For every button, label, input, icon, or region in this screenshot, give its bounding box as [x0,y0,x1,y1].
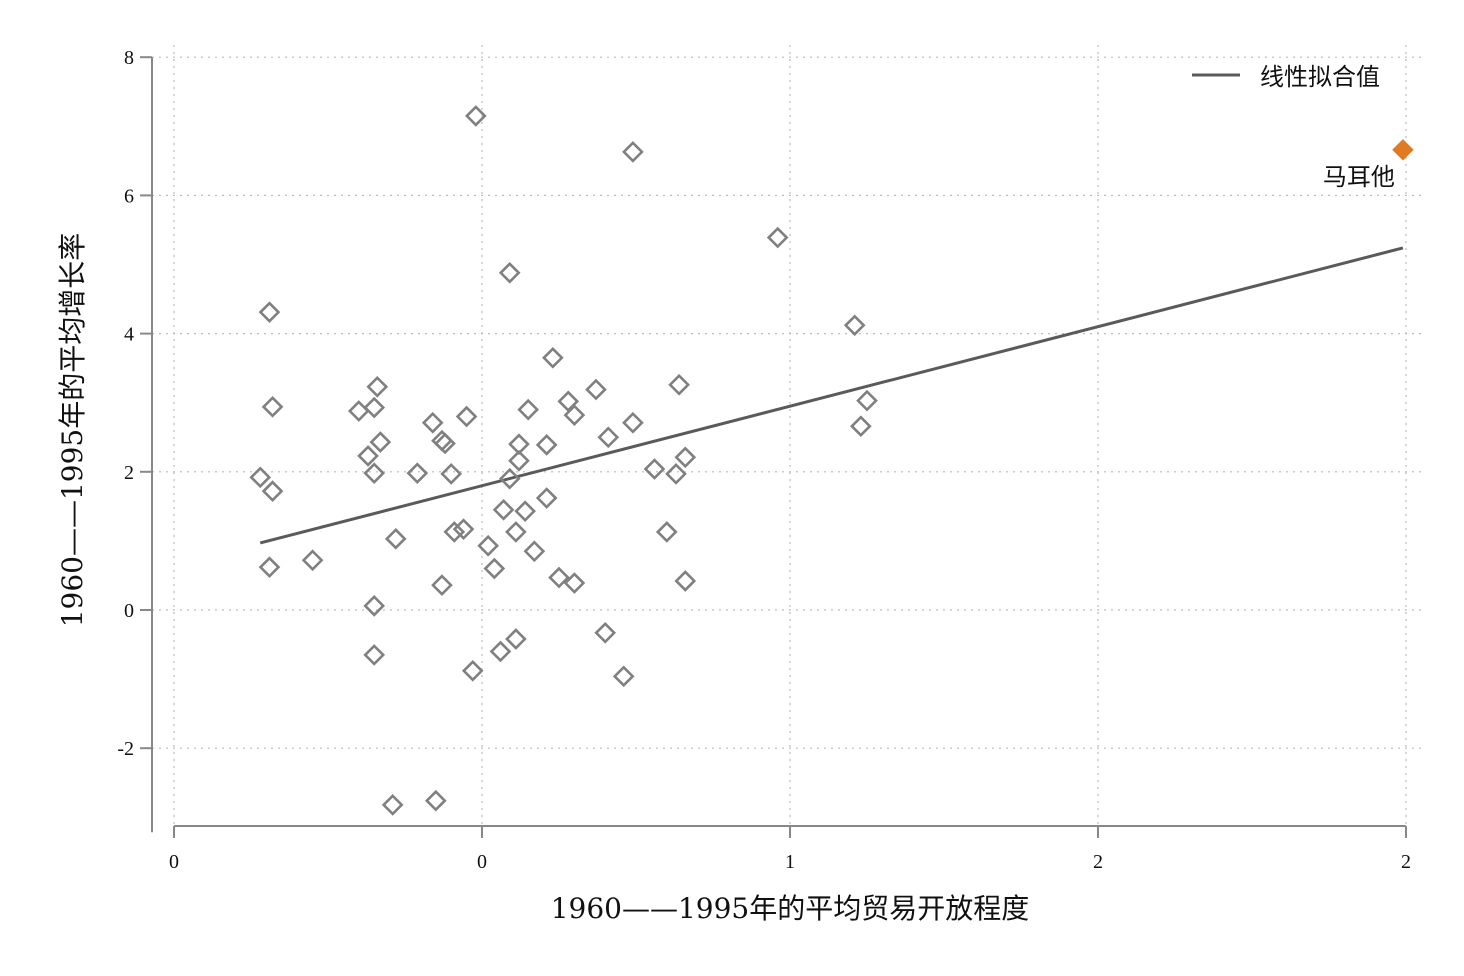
data-point [505,628,527,650]
data-point [431,574,453,596]
x-tick-label: 0 [477,851,487,873]
y-tick-label: -2 [117,738,134,760]
data-point [406,462,429,485]
data-point [843,314,866,337]
x-axis-title: 1960——1995年的平均贸易开放程度 [551,892,1030,925]
data-point [535,434,558,456]
data-point [363,595,386,617]
data-point [369,431,392,453]
data-point [258,556,281,578]
data-point [850,415,872,438]
data-point [465,105,487,127]
data-point [421,411,444,434]
malta-point [1392,139,1414,161]
data-point [514,500,536,523]
data-point [523,540,546,563]
data-point [517,398,540,421]
data-point [766,226,789,249]
data-point [434,432,456,455]
scatter-points [249,105,878,816]
legend-label: 线性拟合值 [1260,63,1380,91]
data-point [258,301,281,324]
data-point [498,261,521,284]
x-tick-label: 2 [1093,851,1103,873]
data-point [477,534,499,557]
x-tick-label: 2 [1401,851,1411,873]
data-point [249,466,272,489]
data-point [363,462,386,485]
y-tick-label: 8 [124,47,134,69]
data-point [363,396,386,419]
data-point [548,566,570,589]
data-point [366,375,389,398]
data-point [455,405,478,428]
data-point [440,463,463,485]
y-axis-title: 1960——1995年的平均增长率 [56,233,89,628]
x-tick-label: 0 [169,851,179,873]
data-point [665,463,687,485]
data-point [483,557,506,580]
y-tick-label: 0 [124,600,134,622]
data-point [261,396,284,418]
data-point [594,621,617,644]
data-point [563,572,586,594]
data-point [535,487,558,509]
highlight-point-group [1392,139,1414,161]
data-point [643,458,666,480]
x-axis-ticks: 0 0 1 2 2 [169,826,1411,873]
data-point [384,527,407,550]
data-point [363,644,386,666]
data-point [424,789,447,812]
axes [151,57,1406,833]
data-point [655,521,678,543]
data-point [261,480,284,502]
legend: 线性拟合值 [1192,63,1380,91]
data-point [492,498,515,521]
y-axis-ticks: -2 0 2 4 6 8 [117,47,152,760]
data-point [431,429,453,452]
data-point [542,346,564,369]
data-point [443,521,466,543]
data-point [563,404,586,426]
data-point [668,373,690,396]
data-point [505,521,527,543]
data-point [674,570,697,592]
data-point [489,640,512,663]
data-point [508,433,530,455]
y-tick-label: 4 [124,324,134,346]
data-point [674,446,697,469]
data-point [612,665,635,688]
y-tick-label: 6 [124,185,134,207]
x-tick-label: 1 [785,851,795,873]
data-point [597,426,620,449]
data-point [856,389,878,412]
data-point [622,141,644,163]
data-point [452,518,475,540]
data-point [585,378,607,401]
data-point [347,400,370,422]
data-point [381,794,404,816]
linear-fit-line [259,246,1404,545]
fit-line-group [259,246,1404,545]
data-point [301,549,324,572]
data-point [508,449,530,472]
malta-label: 马耳他 [1323,163,1395,191]
data-point [498,467,521,490]
gridlines [152,45,1424,826]
data-point [461,659,484,682]
data-point [357,445,379,467]
data-point [622,411,644,434]
data-point [557,390,580,413]
y-tick-label: 2 [124,462,134,484]
